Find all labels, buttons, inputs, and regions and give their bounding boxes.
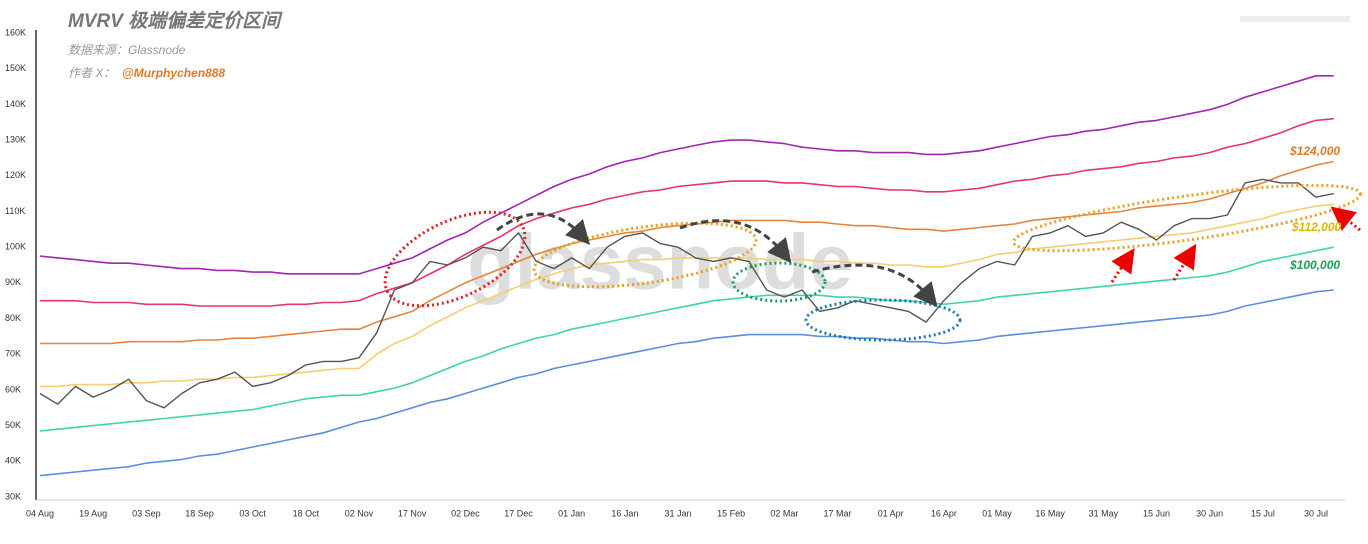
y-tick-label: 160K [5,27,26,37]
x-tick-label: 16 May [1035,508,1065,518]
chart-title: MVRV 极端偏差定价区间 [68,10,283,32]
x-tick-label: 16 Jan [611,508,638,518]
x-tick-label: 16 Apr [931,508,957,518]
y-tick-label: 60K [5,384,21,394]
x-tick-label: 17 Mar [823,508,851,518]
x-tick-label: 30 Jul [1304,508,1328,518]
x-tick-label: 17 Dec [504,508,533,518]
red-arrows [1110,206,1361,283]
subtitle: 数据来源：Glassnode [68,43,186,57]
y-tick-label: 40K [5,456,21,466]
y-tick-label: 110K [5,206,25,216]
y-tick-label: 50K [5,420,21,430]
ellipse [1012,183,1362,253]
series-line [40,160,1334,345]
series-line [39,178,1334,409]
series-line [40,203,1334,388]
y-tick-label: 100K [5,242,26,252]
x-tick-label: 31 May [1089,508,1119,518]
x-tick-label: 01 Apr [878,508,904,518]
plot [39,75,1334,477]
y-tick-label: 140K [5,99,26,109]
x-tick-label: 18 Sep [185,508,214,518]
arrow [811,263,938,308]
arrows [496,212,938,308]
x-tick-label: 17 Nov [398,508,427,518]
x-tick-label: 03 Sep [132,508,161,518]
ellipse [804,298,962,342]
x-tick-label: 15 Feb [717,508,745,518]
x-tick-label: 15 Jun [1143,508,1170,518]
x-tick-label: 30 Jun [1196,508,1223,518]
ellipses [383,183,1362,342]
x-tick-label: 01 May [982,508,1012,518]
x-tick-label: 01 Jan [558,508,585,518]
arrow [679,219,792,264]
author: @Murphychen888 [122,66,225,80]
arrow [496,212,591,245]
y-tick-label: 90K [5,277,21,287]
y-tick-label: 70K [5,349,21,359]
arrow [1110,248,1135,283]
arrow [1330,206,1361,232]
author-label: 作者 X： [68,66,115,80]
annotation: $100,000 [1289,258,1340,272]
series-line [40,117,1334,307]
x-tick-label: 03 Oct [239,508,266,518]
x-tick-label: 02 Dec [451,508,480,518]
toolbar [1240,16,1350,22]
series-line [39,75,1334,275]
y-tick-label: 30K [5,491,21,501]
x-tick-label: 02 Mar [770,508,798,518]
ellipse [532,221,758,289]
series-line [39,289,1334,477]
x-tick-label: 02 Nov [345,508,374,518]
annotation: $112,000 [1291,220,1341,234]
y-tick-label: 120K [5,170,26,180]
x-tick-label: 15 Jul [1251,508,1275,518]
series-line [39,246,1334,432]
y-tick-label: 150K [5,63,26,73]
x-tick-label: 19 Aug [79,508,107,518]
x-tick-label: 31 Jan [664,508,691,518]
x-tick-label: 18 Oct [293,508,320,518]
ellipse [383,210,527,308]
y-tick-label: 80K [5,313,21,323]
ellipse [731,261,827,303]
arrow [1172,243,1197,281]
annotation: $124,000 [1289,144,1340,158]
x-tick-label: 04 Aug [26,508,54,518]
y-tick-label: 130K [5,134,26,144]
